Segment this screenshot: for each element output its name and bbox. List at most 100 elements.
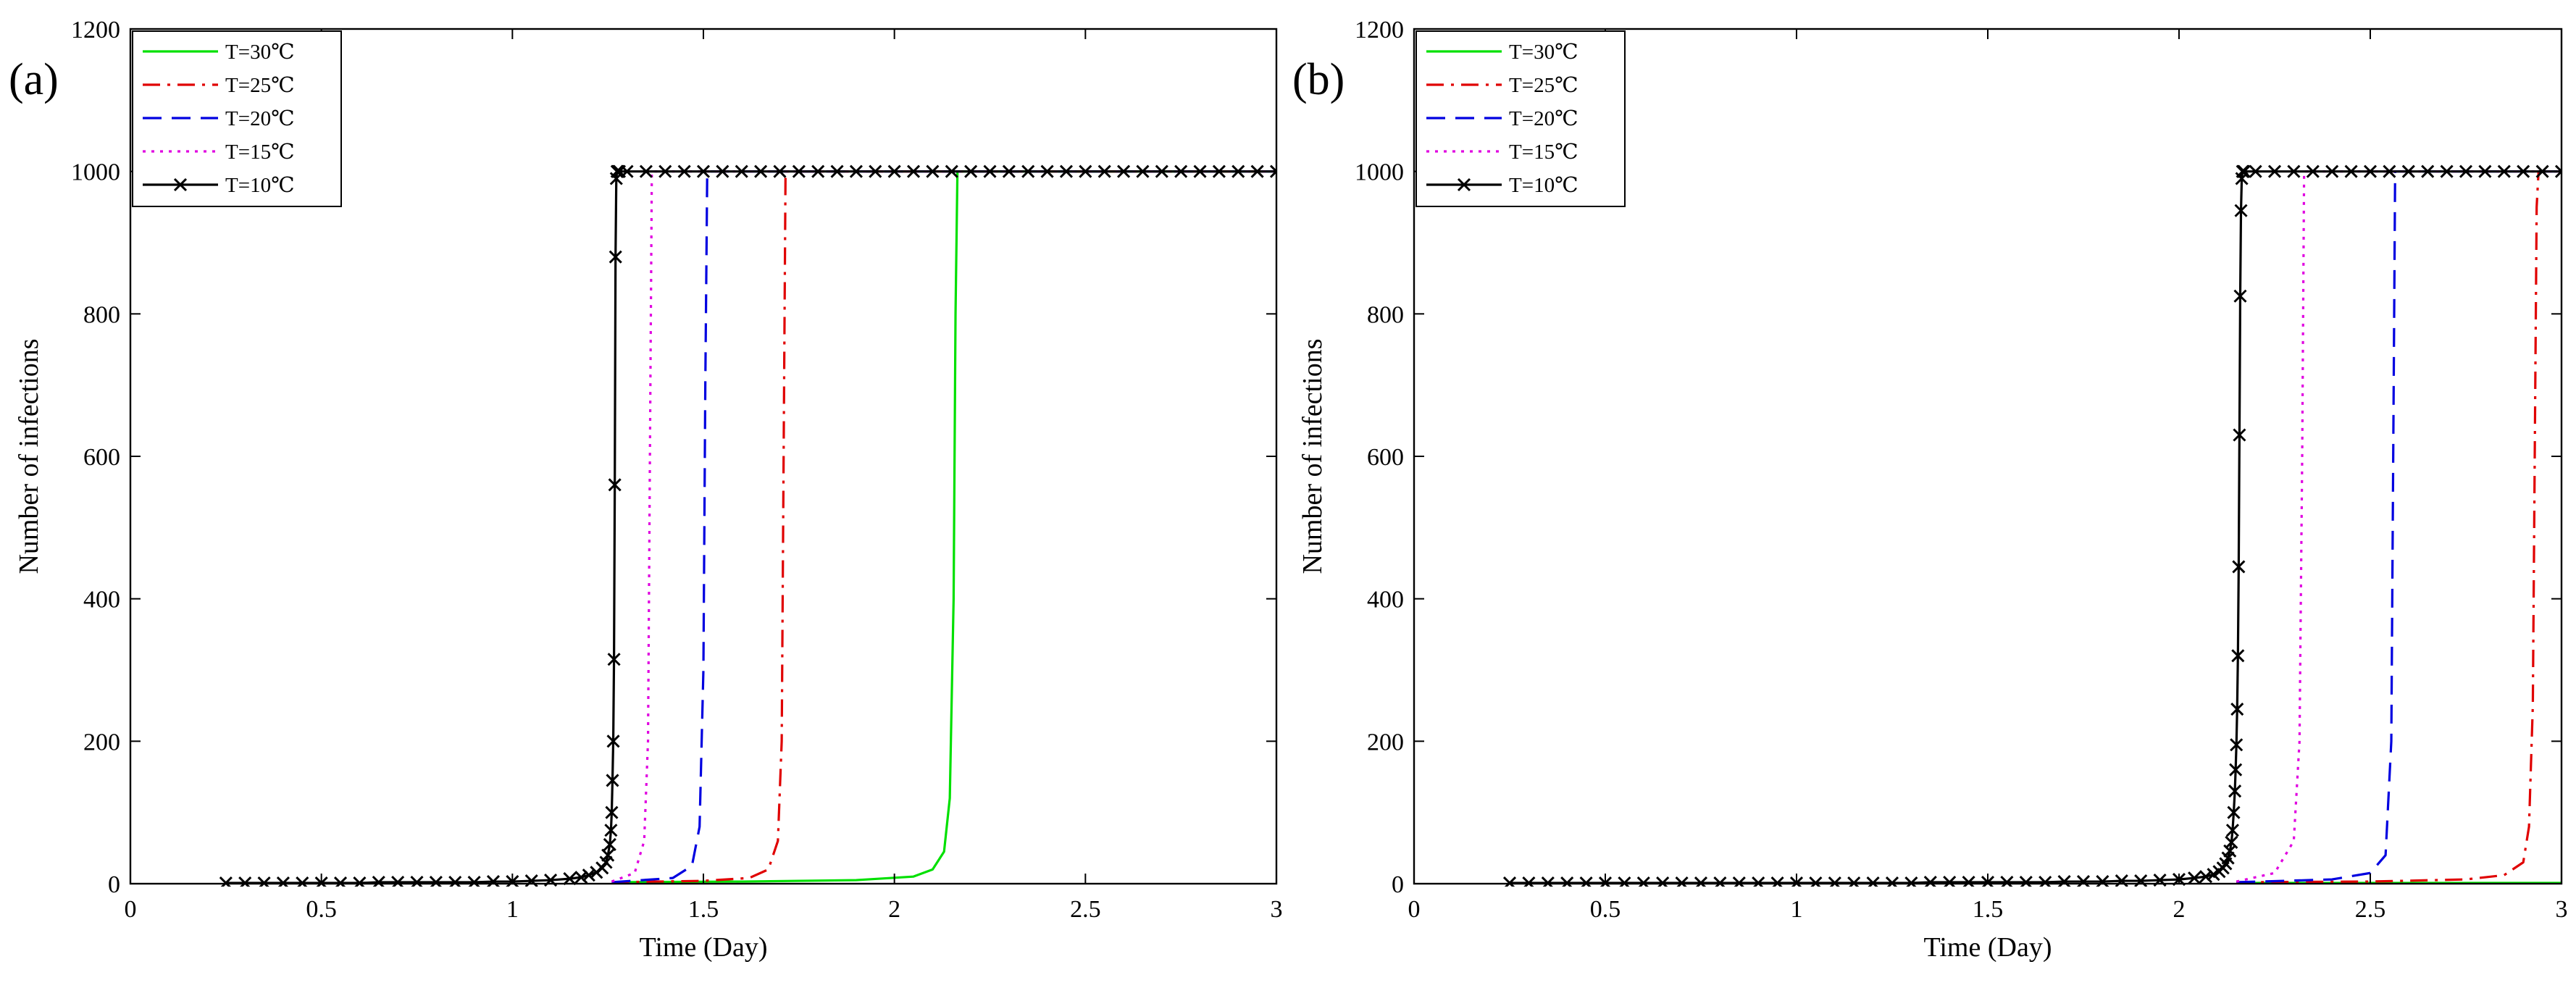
series-4-marker bbox=[2019, 875, 2033, 887]
series-4-marker bbox=[945, 164, 958, 178]
y-tick-label: 400 bbox=[83, 587, 120, 614]
x-tick-label: 2 bbox=[2173, 896, 2186, 923]
series-4-marker bbox=[372, 875, 385, 887]
series-4-marker bbox=[1097, 164, 1111, 178]
series-4-marker bbox=[391, 875, 405, 887]
legend-box bbox=[132, 30, 342, 207]
legend: T=30℃ T=25℃ T=20℃ T=15℃ T=10℃ bbox=[1415, 30, 1626, 207]
series-line-1 bbox=[2236, 170, 2562, 884]
series-4-marker bbox=[2233, 289, 2247, 303]
legend-marker bbox=[173, 177, 188, 192]
series-4-marker bbox=[563, 872, 577, 886]
series-4-marker bbox=[2363, 164, 2378, 178]
x-tick-label: 2 bbox=[888, 896, 900, 923]
series-4-marker bbox=[754, 164, 768, 178]
series-4-marker bbox=[1059, 164, 1074, 178]
series-4-marker bbox=[620, 164, 634, 178]
series-4-marker bbox=[906, 164, 921, 178]
series-4-marker bbox=[410, 875, 424, 887]
series-4-marker bbox=[486, 874, 501, 887]
series-4-marker bbox=[2225, 824, 2239, 837]
y-axis-label: Number of infections bbox=[14, 338, 44, 574]
series-4-marker bbox=[2306, 164, 2320, 178]
x-tick-label: 3 bbox=[1271, 896, 1283, 923]
series-4-marker bbox=[1174, 164, 1188, 178]
x-tick-label: 1.5 bbox=[1973, 896, 2004, 923]
series-4-marker bbox=[607, 653, 621, 666]
series-4-marker bbox=[2233, 428, 2246, 442]
legend-label: T=20℃ bbox=[225, 107, 295, 130]
series-4-marker bbox=[696, 164, 711, 178]
series-4-marker bbox=[2134, 874, 2148, 887]
series-4-marker bbox=[1021, 164, 1035, 178]
x-axis-label: Time (Day) bbox=[640, 932, 768, 963]
series-4-marker bbox=[964, 164, 978, 178]
series-4-marker bbox=[2228, 784, 2242, 798]
series-4-marker bbox=[2115, 874, 2128, 887]
series-4-marker bbox=[658, 164, 672, 178]
series-4-marker bbox=[716, 164, 729, 178]
legend-label: T=25℃ bbox=[1509, 74, 1578, 97]
series-4-marker bbox=[608, 478, 622, 492]
chart-panel-b: 0 0.5 1 1.5 2 2.5 3 0 200 400 600 800 1000 1200 Time (… bbox=[1292, 17, 2568, 963]
panel-label: (b) bbox=[1292, 55, 1345, 104]
series-4-marker bbox=[1231, 164, 1245, 178]
series-4-marker bbox=[2478, 164, 2492, 178]
series-4-marker bbox=[1079, 164, 1092, 178]
series-4-marker bbox=[1923, 875, 1937, 887]
y-tick-label: 1200 bbox=[1355, 17, 1404, 43]
y-tick-label: 600 bbox=[1367, 444, 1404, 471]
legend-label: T=10℃ bbox=[225, 174, 295, 197]
series-4-marker bbox=[830, 164, 844, 178]
series-4-marker bbox=[604, 824, 618, 837]
series-4-marker bbox=[792, 164, 806, 178]
legend-box bbox=[1415, 30, 1626, 207]
series-line-2 bbox=[611, 170, 1276, 884]
series-4-marker bbox=[2344, 164, 2358, 178]
series-4-marker bbox=[606, 774, 619, 787]
y-tick-label: 400 bbox=[1367, 587, 1404, 614]
series-4-marker bbox=[773, 164, 787, 178]
series-4-marker bbox=[2000, 875, 2014, 887]
y-tick-label: 600 bbox=[83, 444, 120, 471]
series-4-marker bbox=[2230, 738, 2243, 752]
series-4-marker bbox=[467, 875, 481, 887]
legend-label: T=10℃ bbox=[1509, 174, 1578, 197]
series-4-marker bbox=[2287, 164, 2301, 178]
legend-label: T=15℃ bbox=[1509, 141, 1578, 164]
series-4-marker bbox=[606, 734, 620, 748]
x-tick-label: 2.5 bbox=[2355, 896, 2386, 923]
series-4-marker bbox=[2459, 164, 2473, 178]
series-4-marker bbox=[603, 837, 616, 851]
series-4-marker bbox=[2227, 805, 2241, 819]
x-tick-label: 0 bbox=[125, 896, 137, 923]
series-4-marker bbox=[2267, 164, 2282, 178]
series-4-marker bbox=[887, 164, 901, 178]
series-4-marker bbox=[2234, 204, 2248, 217]
y-tick-label: 200 bbox=[1367, 729, 1404, 755]
series-4-marker bbox=[2497, 164, 2511, 178]
series-4-marker bbox=[983, 164, 997, 178]
series-4-marker bbox=[1250, 164, 1264, 178]
panel-label: (a) bbox=[9, 55, 59, 104]
series-4-marker bbox=[2232, 560, 2246, 574]
series-4-marker bbox=[1962, 875, 1975, 887]
series-4-marker bbox=[429, 875, 443, 887]
series-4-marker bbox=[2230, 703, 2244, 716]
x-tick-label: 1 bbox=[506, 896, 519, 923]
x-tick-label: 1 bbox=[1791, 896, 1803, 923]
series-4-marker bbox=[2229, 763, 2243, 776]
series-4-marker bbox=[677, 164, 691, 178]
y-tick-label: 200 bbox=[83, 729, 120, 755]
series-4-marker bbox=[582, 868, 595, 882]
series-4-marker bbox=[2440, 164, 2454, 178]
series-4-marker bbox=[2231, 649, 2245, 663]
series-4-marker bbox=[2076, 874, 2091, 887]
series-4-marker bbox=[1212, 164, 1226, 178]
y-tick-label: 0 bbox=[1392, 871, 1404, 898]
series-4-marker bbox=[1040, 164, 1054, 178]
series-4-marker bbox=[2517, 164, 2530, 178]
series-4-marker bbox=[811, 164, 825, 178]
series-4-marker bbox=[601, 848, 615, 862]
